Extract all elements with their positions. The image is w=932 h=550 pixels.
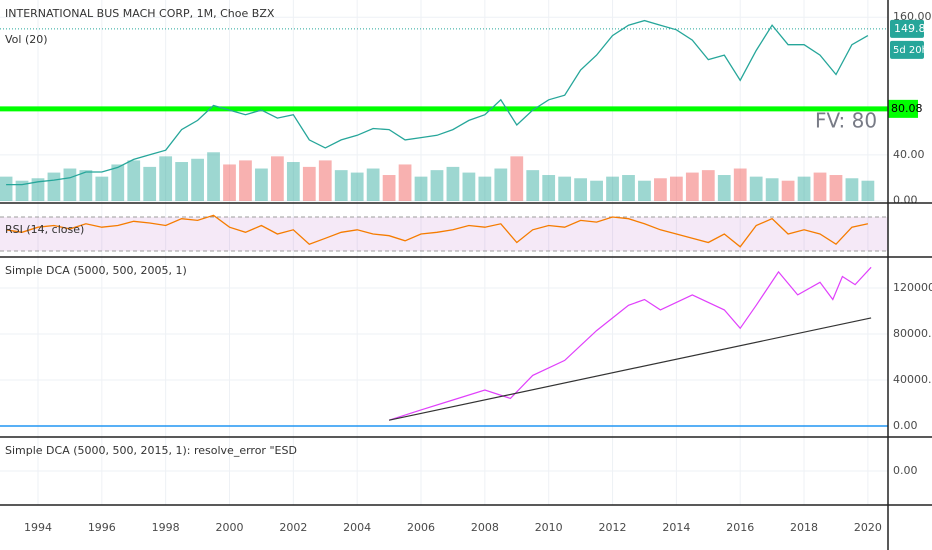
x-tick-label: 2008: [471, 521, 499, 534]
x-tick-label: 1996: [88, 521, 116, 534]
volume-bar: [239, 160, 252, 201]
line: [6, 19, 869, 186]
volume-bar: [510, 156, 524, 201]
x-tick-label: 2012: [599, 521, 627, 534]
volume-bar: [638, 180, 651, 201]
volume-bar: [79, 170, 93, 201]
volume-bar: [478, 176, 492, 201]
pane-title: Simple DCA (5000, 500, 2015, 1): resolve…: [5, 444, 297, 457]
volume-bar: [207, 152, 220, 201]
rsi-band: [0, 217, 888, 252]
y-tick-label: 40.00: [893, 148, 925, 161]
volume-bar: [462, 172, 476, 201]
x-tick-label: 2004: [343, 521, 371, 534]
x-tick-label: 2002: [279, 521, 307, 534]
line: [5, 214, 869, 248]
pane-title: INTERNATIONAL BUS MACH CORP, 1M, Choe BZ…: [5, 7, 275, 20]
y-tick-label: 0.00: [893, 194, 918, 207]
volume-bar: [414, 176, 428, 201]
volume-bar: [398, 164, 412, 201]
volume-bar: [845, 178, 859, 201]
x-tick-label: 2000: [216, 521, 244, 534]
volume-bar: [334, 170, 348, 201]
volume-bar: [382, 175, 396, 201]
y-tick-label: 80000.00: [893, 327, 932, 340]
volume-bar: [765, 178, 779, 201]
x-tick-label: 2010: [535, 521, 563, 534]
x-tick-label: 2006: [407, 521, 435, 534]
volume-bar: [606, 176, 619, 201]
line: [388, 317, 872, 421]
volume-bar: [95, 176, 109, 201]
volume-bar: [701, 170, 715, 201]
price-box-label: 80.08: [891, 102, 923, 115]
countdown-box: [890, 40, 924, 59]
line: [388, 266, 872, 421]
volume-bar: [286, 162, 300, 201]
pane-subtitle: Vol (20): [5, 33, 48, 46]
volume-bar: [350, 172, 364, 201]
volume-bar: [446, 166, 460, 201]
y-tick-label: 0.00: [893, 464, 918, 477]
volume-bar: [255, 168, 268, 201]
volume-bar: [47, 172, 61, 201]
volume-bar: [270, 156, 284, 201]
volume-bar: [143, 166, 157, 201]
x-tick-label: 2020: [854, 521, 882, 534]
annotation: FV: 80: [815, 109, 877, 133]
pane-title: Simple DCA (5000, 500, 2005, 1): [5, 264, 187, 277]
x-tick-label: 1998: [152, 521, 180, 534]
price-box: [888, 99, 918, 118]
x-tick-label: 2016: [726, 521, 754, 534]
volume-bar: [175, 162, 189, 201]
volume-bar: [526, 170, 540, 201]
volume-bar: [542, 175, 556, 201]
volume-bar: [111, 164, 125, 201]
y-tick-label: 40000.00: [893, 373, 932, 386]
volume-bar: [223, 164, 236, 201]
x-tick-label: 2014: [662, 521, 690, 534]
volume-bar: [494, 168, 508, 201]
x-tick-label: 2018: [790, 521, 818, 534]
y-tick-label: 120000.00: [893, 281, 932, 294]
volume-bar: [749, 176, 763, 201]
volume-bar: [15, 180, 29, 201]
price-box: [890, 19, 924, 38]
volume-bar: [717, 175, 731, 201]
volume-bar: [63, 168, 77, 201]
volume-bar: [574, 178, 587, 201]
volume-bar: [654, 178, 667, 201]
volume-bar: [191, 158, 204, 201]
volume-bar: [127, 160, 141, 201]
volume-bar: [781, 180, 795, 201]
volume-bar: [685, 172, 699, 201]
volume-bar: [0, 176, 13, 201]
volume-bar: [797, 176, 811, 201]
countdown-label: 5d 20h: [893, 45, 928, 56]
volume-bar: [861, 180, 875, 201]
volume-bar: [733, 168, 747, 201]
volume-bar: [813, 172, 827, 201]
volume-bar: [430, 170, 444, 201]
volume-bar: [590, 180, 603, 201]
volume-bar: [558, 176, 572, 201]
volume-bar: [829, 175, 843, 201]
volume-bar: [366, 168, 380, 201]
x-tick-label: 1994: [24, 521, 52, 534]
volume-bar: [318, 160, 332, 201]
volume-bar: [302, 166, 316, 201]
volume-bar: [159, 156, 173, 201]
volume-bar: [622, 175, 635, 201]
volume-bar: [31, 178, 45, 201]
y-tick-label: 0.00: [893, 419, 918, 432]
volume-bar: [669, 176, 683, 201]
price-box-label: 149.84: [894, 22, 932, 35]
pane-title: RSI (14, close): [5, 223, 84, 236]
